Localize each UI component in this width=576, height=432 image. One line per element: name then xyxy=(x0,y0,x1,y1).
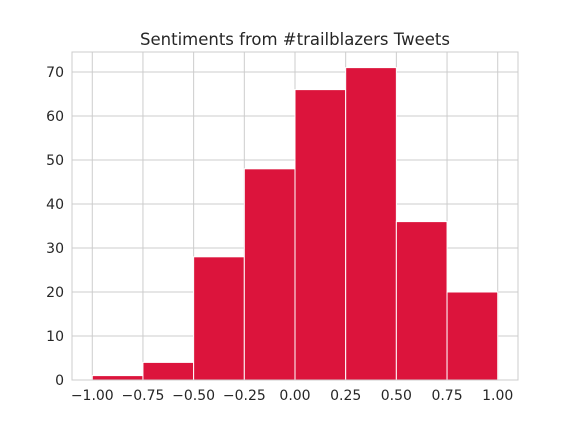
x-tick-label: 1.00 xyxy=(482,388,513,404)
plot-frame xyxy=(71,51,519,381)
chart-title: Sentiments from #trailblazers Tweets xyxy=(140,30,450,49)
histogram-bar xyxy=(446,291,499,381)
x-tick-label: 0.75 xyxy=(431,388,462,404)
y-tick-labels: 0 10 20 30 40 50 60 70 xyxy=(46,65,64,389)
y-tick-label: 40 xyxy=(46,197,64,213)
x-tick-label: −0.25 xyxy=(223,388,266,404)
x-tick-label: −0.50 xyxy=(172,388,215,404)
histogram-bar xyxy=(243,168,296,381)
y-tick-label: 20 xyxy=(46,285,64,301)
histogram-bar xyxy=(91,375,144,381)
y-tick-label: 50 xyxy=(46,153,64,169)
y-tick-label: 30 xyxy=(46,241,64,257)
y-tick-label: 70 xyxy=(46,65,64,81)
y-tick-label: 10 xyxy=(46,329,64,345)
x-tick-label: 0.00 xyxy=(279,388,310,404)
x-tick-label: −0.75 xyxy=(122,388,165,404)
histogram-bar xyxy=(345,67,397,381)
y-tick-label: 60 xyxy=(46,109,64,125)
y-tick-label: 0 xyxy=(55,373,64,389)
x-tick-label: −1.00 xyxy=(71,388,114,404)
x-tick-label: 0.50 xyxy=(381,388,412,404)
x-tick-label: 0.25 xyxy=(330,388,361,404)
histogram-bar xyxy=(395,221,448,381)
bars xyxy=(91,67,499,381)
histogram-bar xyxy=(142,361,195,381)
histogram-bar xyxy=(193,256,245,381)
histogram-bar xyxy=(294,89,347,381)
x-tick-labels: −1.00 −0.75 −0.50 −0.25 0.00 0.25 0.50 0.75 1.00 xyxy=(71,388,513,404)
